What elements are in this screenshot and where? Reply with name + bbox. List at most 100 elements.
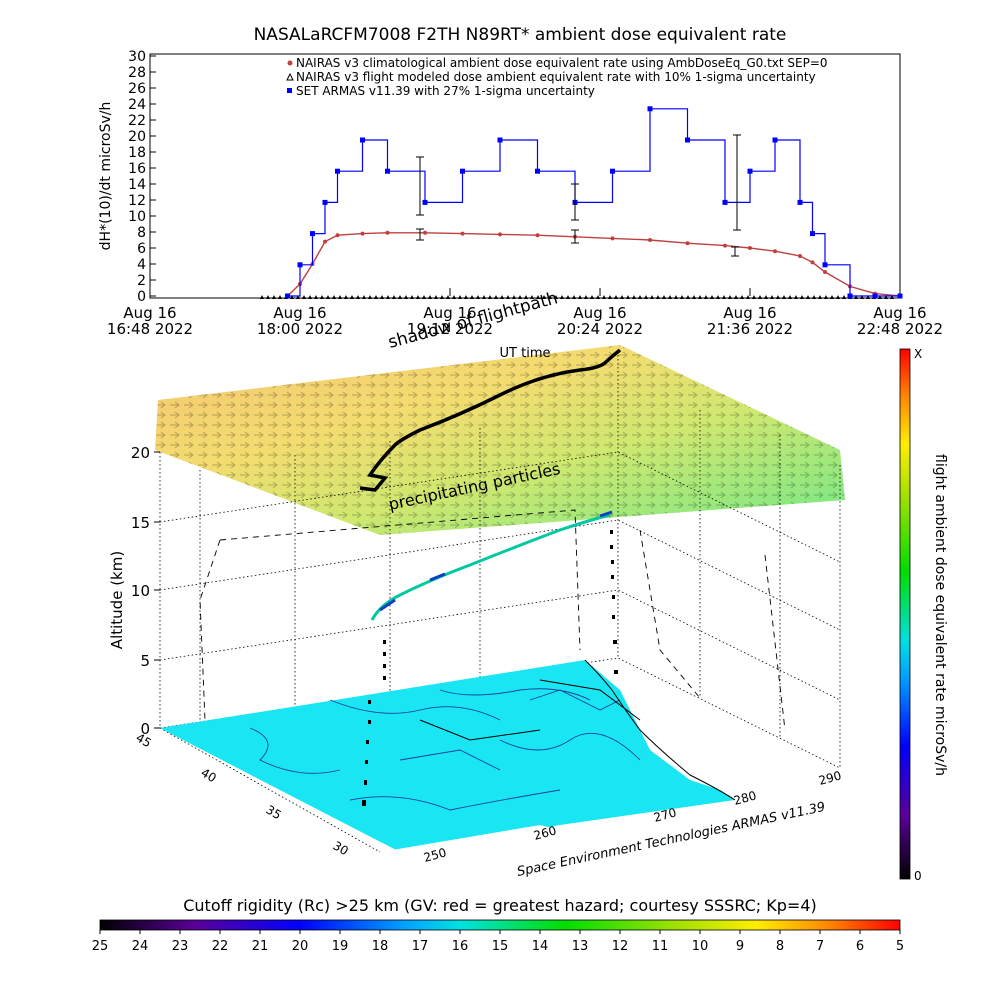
baseline-tickmark: [302, 295, 306, 299]
y-tick-label: 6: [137, 241, 146, 257]
rc-tick-label: 15: [492, 939, 509, 954]
top-chart-error-bars: [416, 134, 741, 257]
baseline-tickmark: [614, 295, 618, 299]
ground-map: [160, 660, 735, 852]
baseline-tickmark: [464, 295, 468, 299]
baseline-tickmark: [728, 295, 732, 299]
x-tick-label-date: Aug 16: [873, 304, 926, 322]
y-tick-label: 8: [137, 225, 146, 241]
series-point: [748, 246, 752, 250]
rc-tick-label: 10: [692, 939, 709, 954]
ground-map-details: [249, 688, 641, 811]
baseline-tickmark: [536, 295, 540, 299]
baseline-tickmark: [440, 295, 444, 299]
series-point: [797, 199, 803, 205]
baseline-tickmark: [380, 295, 384, 299]
baseline-tickmark: [290, 295, 294, 299]
baseline-tickmark: [608, 295, 612, 299]
z-tick-label: 0: [140, 720, 150, 738]
gulf-water: [380, 825, 600, 865]
rc-tick-label: 12: [612, 939, 629, 954]
baseline-tickmark: [422, 295, 426, 299]
baseline-tickmark: [542, 295, 546, 299]
rc-tick-label: 9: [736, 939, 744, 954]
baseline-tickmark: [308, 295, 312, 299]
series-point: [385, 230, 390, 235]
series-point: [685, 137, 690, 143]
baseline-tickmark: [668, 295, 672, 299]
latitude-axis: 45 40 35 30: [134, 730, 351, 858]
baseline-tickmark: [530, 295, 534, 299]
baseline-tickmark: [344, 295, 348, 299]
baseline-tickmark: [404, 295, 408, 299]
flightpath-shadow: [359, 348, 622, 492]
series-point: [648, 238, 652, 242]
y-tick-label: 14: [128, 177, 146, 193]
series-point: [497, 137, 503, 143]
lat-tick-label: 40: [199, 765, 219, 785]
y-tick-label: 10: [128, 209, 146, 225]
series-point: [897, 293, 903, 299]
baseline-tickmark: [686, 295, 690, 299]
baseline-tickmark: [626, 295, 630, 299]
baseline-tickmark: [698, 295, 702, 299]
series-point: [322, 199, 328, 205]
rc-tick-label: 8: [776, 939, 784, 954]
series-point: [747, 168, 753, 174]
series-point: [285, 293, 290, 299]
baseline-tickmark: [596, 295, 600, 299]
lon-tick-label: 250: [422, 845, 448, 864]
baseline-tickmark: [434, 295, 438, 299]
flight-track-3d-highlights: [379, 510, 613, 612]
baseline-tickmark: [746, 295, 750, 299]
rc-tick-label: 6: [856, 939, 864, 954]
baseline-tickmark: [386, 295, 390, 299]
series-point: [773, 249, 777, 254]
series-point: [335, 233, 340, 238]
baseline-tickmark: [476, 295, 480, 299]
legend-entry-armas: SET ARMAS v11.39 with 27% 1-sigma uncert…: [296, 84, 595, 98]
series-point: [460, 231, 465, 236]
baseline-tickmark: [782, 295, 786, 299]
top-chart-series: [285, 106, 903, 299]
top-chart: NASALaRCFM7008 F2TH N89RT* ambient dose …: [98, 25, 943, 338]
rc-tick-label: 5: [896, 939, 904, 954]
rc-tick-label: 16: [452, 939, 469, 954]
y-tick-label: 16: [128, 161, 146, 177]
baseline-tickmark: [752, 295, 756, 299]
series-point: [685, 241, 690, 246]
lon-tick-label: 290: [817, 768, 843, 787]
flight-track-3d: [370, 513, 611, 621]
dose-colorbar-label: flight ambient dose equivalent rate micr…: [932, 454, 948, 776]
series-point: [360, 231, 365, 236]
baseline-tickmark: [278, 295, 282, 299]
series-point: [535, 233, 540, 238]
baseline-tickmark: [326, 295, 330, 299]
baseline-tickmark: [704, 295, 708, 299]
rc-tick-label: 25: [92, 939, 109, 954]
x-tick-label-date: Aug 16: [423, 304, 476, 322]
rc-tick-label: 19: [332, 939, 349, 954]
legend-marker-armas: [287, 88, 292, 93]
x-tick-label-time: 21:36 2022: [707, 320, 793, 338]
baseline-tickmark: [758, 295, 762, 299]
particle-field-arrows: [155, 345, 845, 535]
baseline-tickmark: [494, 295, 498, 299]
series-point: [822, 262, 828, 268]
rc-tick-label: 18: [372, 939, 389, 954]
x-tick-label-date: Aug 16: [573, 304, 626, 322]
series-point: [610, 236, 615, 241]
flight-vertical-drops: [362, 530, 618, 806]
legend-entry-nairas-flight: NAIRAS v3 flight modeled dose ambient eq…: [296, 70, 816, 84]
rc-tick-label: 22: [212, 939, 229, 954]
rigidity-colorbar: [99, 919, 901, 931]
baseline-tickmark: [806, 295, 810, 299]
baseline-tickmark: [272, 295, 276, 299]
legend-entry-nairas-climatological: NAIRAS v3 climatological ambient dose eq…: [296, 56, 828, 70]
baseline-tickmark: [362, 295, 366, 299]
baseline-tickmark: [842, 295, 846, 299]
baseline-tickmark: [314, 295, 318, 299]
scene-3d: shadow of flightpath precipitating parti…: [108, 288, 948, 883]
baseline-tickmark: [620, 295, 624, 299]
rc-tick-label: 14: [532, 939, 549, 954]
